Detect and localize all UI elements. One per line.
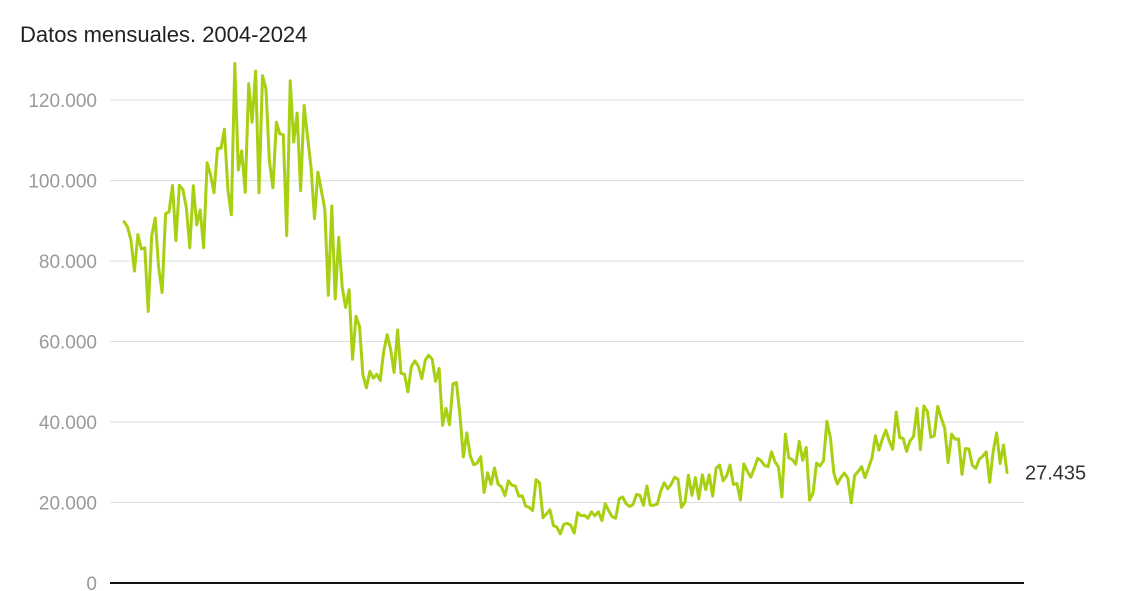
series-layer xyxy=(122,62,1009,536)
gridlines xyxy=(110,99,1024,504)
chart-subtitle: Datos mensuales. 2004-2024 xyxy=(20,22,308,47)
y-tick-label: 60.000 xyxy=(39,333,97,354)
y-tick-label: 40.000 xyxy=(39,413,97,434)
end-value-label: 27.435 xyxy=(1025,463,1086,485)
end-label-layer: 27.435 xyxy=(1025,463,1086,485)
y-tick-label: 80.000 xyxy=(39,252,97,273)
y-tick-label: 100.000 xyxy=(28,172,97,193)
series-line xyxy=(122,62,1009,536)
y-tick-label: 120.000 xyxy=(28,91,97,112)
y-axis-tick-labels: 0 20.000 40.000 60.000 80.000 100.000 120.000 xyxy=(28,91,97,591)
y-tick-label: 20.000 xyxy=(39,494,97,515)
y-tick-label: 0 xyxy=(86,574,97,591)
